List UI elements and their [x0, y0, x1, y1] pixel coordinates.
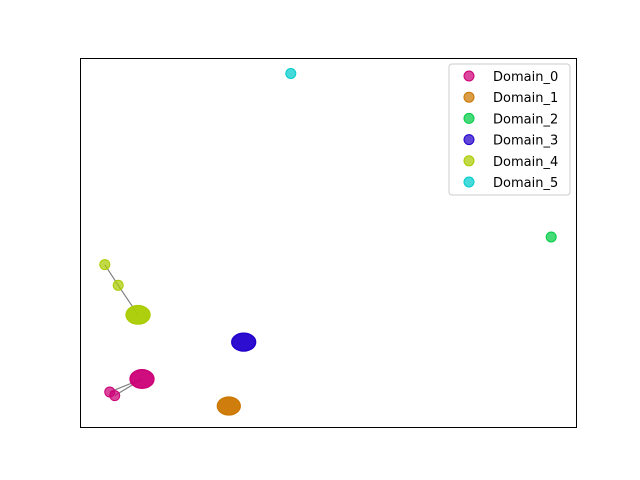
cluster-domain-3 [231, 332, 257, 352]
legend-marker-domain-4 [463, 155, 475, 167]
points-layer [99, 67, 557, 416]
plot-area-frame [80, 58, 577, 428]
legend-marker-domain-5 [463, 176, 475, 188]
legend-label-domain-1: Domain_1 [493, 91, 558, 106]
cluster-domain-4 [125, 304, 151, 325]
legend-marker-domain-1 [463, 91, 475, 103]
point-domain-2-0 [545, 231, 557, 243]
legend: Domain_0 Domain_1 Domain_2 Domain_3 Domain_4… [448, 63, 571, 196]
legend-label-domain-4: Domain_4 [493, 155, 558, 170]
legend-label-domain-2: Domain_2 [493, 112, 558, 127]
point-domain-0-1 [109, 390, 121, 402]
cluster-domain-1 [216, 396, 241, 416]
legend-box [448, 63, 571, 196]
legend-marker-domain-3 [463, 134, 475, 146]
point-domain-4-0 [99, 259, 111, 271]
point-domain-5-0 [285, 67, 297, 79]
legend-marker-domain-2 [463, 112, 475, 124]
legend-label-domain-3: Domain_3 [493, 134, 558, 149]
cluster-domain-0 [129, 369, 155, 390]
legend-marker-domain-0 [463, 70, 475, 82]
point-domain-4-1 [112, 279, 124, 291]
legend-label-domain-5: Domain_5 [493, 176, 558, 191]
legend-label-domain-0: Domain_0 [493, 70, 558, 85]
